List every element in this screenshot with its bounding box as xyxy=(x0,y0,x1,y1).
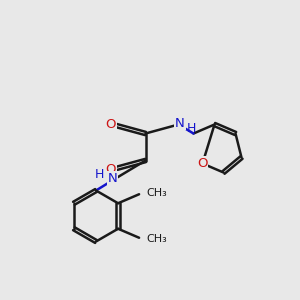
Text: N: N xyxy=(175,116,185,130)
Text: H: H xyxy=(95,167,105,181)
Text: O: O xyxy=(106,163,116,176)
Text: O: O xyxy=(197,157,208,170)
Text: N: N xyxy=(108,172,117,185)
Text: CH₃: CH₃ xyxy=(147,188,167,198)
Text: CH₃: CH₃ xyxy=(147,234,167,244)
Text: H: H xyxy=(186,122,196,135)
Text: O: O xyxy=(106,118,116,131)
